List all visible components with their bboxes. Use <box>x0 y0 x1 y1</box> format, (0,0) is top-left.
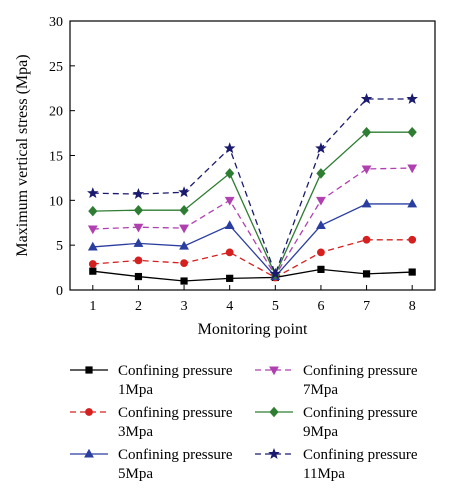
series-1mpa <box>89 265 416 285</box>
x-tick-label: 8 <box>409 299 416 314</box>
legend-label-unit: 9Mpa <box>303 424 338 440</box>
series-line <box>92 268 413 282</box>
legend-label: Confining pressure <box>303 405 418 421</box>
legend-label-unit: 11Mpa <box>303 466 345 482</box>
data-point <box>224 220 235 229</box>
data-point <box>224 196 235 206</box>
data-point <box>362 235 371 244</box>
data-point <box>360 92 373 104</box>
legend-entry: Confining pressure 11Mpa <box>255 447 418 482</box>
legend-marker <box>269 366 279 376</box>
data-point <box>269 267 282 279</box>
series-line <box>92 203 413 278</box>
x-tick-label: 4 <box>226 299 233 314</box>
data-point <box>180 277 188 285</box>
data-point <box>134 256 143 265</box>
data-point <box>361 165 372 175</box>
legend-entry: Confining pressure 3Mpa <box>70 405 233 440</box>
data-point <box>317 265 325 273</box>
data-point <box>362 270 371 278</box>
data-point <box>178 186 190 198</box>
data-point <box>179 224 189 234</box>
y-tick-label: 5 <box>56 239 63 254</box>
series-7mpa <box>87 164 418 281</box>
legend-label: Confining pressure <box>303 447 418 463</box>
series-line <box>92 167 413 277</box>
data-point <box>361 198 372 208</box>
legend-label: Confining pressure <box>303 363 418 379</box>
legend-entry: Confining pressure 7Mpa <box>255 363 418 398</box>
legend-entry: Confining pressure 9Mpa <box>255 405 418 440</box>
plot-area <box>87 92 418 285</box>
legend-label: Confining pressure <box>118 447 233 463</box>
legend-marker <box>85 408 93 416</box>
data-point <box>88 205 98 217</box>
data-point <box>223 142 236 154</box>
data-point <box>407 198 418 208</box>
data-point <box>180 259 188 267</box>
legend-marker <box>269 406 279 418</box>
data-point <box>316 168 326 179</box>
series-line <box>92 98 413 276</box>
legend-label-unit: 3Mpa <box>118 424 153 440</box>
x-tick-label: 6 <box>317 299 324 314</box>
data-point <box>133 204 144 216</box>
data-point <box>179 240 189 250</box>
x-axis-label: Monitoring point <box>198 321 308 338</box>
data-point <box>134 272 143 281</box>
x-tick-label: 1 <box>89 299 96 314</box>
data-point <box>361 126 372 138</box>
data-point <box>317 248 325 257</box>
legend-marker <box>268 447 280 459</box>
x-tick-label: 2 <box>135 299 142 314</box>
plot-frame <box>69 20 436 291</box>
legend-label-unit: 5Mpa <box>118 466 153 482</box>
x-tick-label: 5 <box>272 299 279 314</box>
legend-label: Confining pressure <box>118 363 233 379</box>
series-line <box>92 131 413 277</box>
data-point <box>89 267 97 275</box>
data-point <box>87 241 98 251</box>
y-tick-label: 10 <box>49 194 63 209</box>
data-point <box>226 274 234 282</box>
axes: 0 5 10 15 20 25 30 1 2 3 4 5 6 7 8 <box>49 15 436 314</box>
legend-marker <box>85 366 93 374</box>
legend-label-unit: 1Mpa <box>118 382 153 398</box>
x-tick-label: 7 <box>363 299 370 314</box>
y-tick-label: 30 <box>49 15 63 30</box>
data-point <box>315 142 327 154</box>
data-point <box>133 238 144 247</box>
legend-entry: Confining pressure 1Mpa <box>70 363 233 398</box>
y-tick-label: 0 <box>56 284 63 299</box>
legend-label: Confining pressure <box>118 405 233 421</box>
series-3mpa <box>88 235 417 282</box>
data-point <box>132 188 145 199</box>
data-point <box>88 260 97 268</box>
data-point <box>225 248 234 257</box>
data-point <box>407 164 418 174</box>
data-point <box>316 196 326 206</box>
data-point <box>179 204 189 216</box>
data-point <box>408 268 416 276</box>
y-tick-label: 25 <box>49 60 63 75</box>
y-tick-label: 20 <box>49 105 63 120</box>
data-point <box>406 92 418 104</box>
series-11mpa <box>87 92 418 279</box>
y-axis-label: Maximum vertical stress (Mpa) <box>14 54 31 256</box>
data-point <box>407 126 417 138</box>
data-point <box>408 235 417 244</box>
data-point <box>87 187 99 199</box>
data-point <box>87 225 98 235</box>
series-line <box>92 239 413 279</box>
data-point <box>225 168 235 179</box>
x-tick-label: 3 <box>181 299 188 314</box>
legend-entry: Confining pressure 5Mpa <box>70 447 233 482</box>
data-point <box>316 220 326 229</box>
legend-marker <box>84 448 94 458</box>
data-point <box>133 223 144 233</box>
legend-label-unit: 7Mpa <box>303 382 338 398</box>
y-tick-label: 15 <box>49 150 63 165</box>
